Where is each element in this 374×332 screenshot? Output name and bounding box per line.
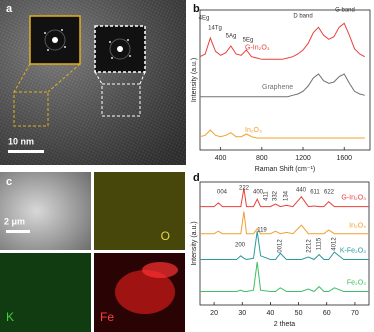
peak-annotation: 5Eg (243, 38, 254, 44)
peak-annotation: D band (293, 14, 312, 20)
peak-annotation: 134 (284, 190, 290, 201)
series-line (200, 231, 369, 261)
series-label: K-Fe₂O₃ (340, 247, 366, 254)
peak-annotation: 222 (239, 186, 250, 192)
peak-annotation: 400 (253, 190, 264, 196)
series-label: Fe₂O₃ (347, 279, 366, 286)
y-axis-title: Intensity (a.u.) (191, 58, 198, 102)
series-line (200, 188, 369, 208)
x-tick-label: 30 (238, 310, 246, 317)
map-label: O (161, 229, 170, 243)
x-axis-title: 2 theta (274, 321, 296, 328)
series-label: In₂O₃ (245, 127, 262, 134)
series-label: In₂O₃ (349, 223, 366, 230)
panel-label: d (193, 172, 200, 184)
x-tick-label: 400 (215, 155, 227, 162)
peak-annotation: G band (335, 8, 355, 14)
x-tick-label: 800 (256, 155, 268, 162)
series-line (200, 211, 369, 235)
series-label: Graphene (262, 84, 293, 91)
scale-bar-label: 10 nm (8, 136, 34, 146)
plot-frame (199, 181, 370, 306)
plot-frame (199, 9, 371, 151)
x-tick-label: 60 (323, 310, 331, 317)
map-label: K (6, 310, 14, 324)
x-tick-label: 1600 (336, 155, 352, 162)
peak-annotation: 440 (296, 188, 307, 194)
peak-annotation: 611 (310, 190, 320, 196)
peak-annotation: 411 (264, 191, 270, 201)
peak-annotation: 004 (217, 190, 228, 196)
peak-annotation: 119 (257, 228, 267, 234)
series-line (200, 73, 365, 98)
panel-label: a (6, 3, 13, 15)
eds-maps (0, 172, 185, 332)
y-axis-title: Intensity (a.u.) (191, 221, 198, 265)
series-line (200, 261, 369, 293)
x-tick-label: 40 (267, 310, 275, 317)
map-label: Fe (100, 310, 114, 324)
peak-annotation: 2212 (307, 239, 313, 253)
peak-annotation: 622 (324, 190, 335, 196)
x-tick-label: 50 (295, 310, 303, 317)
peak-annotation: 0012 (278, 239, 284, 253)
series-label: G-In₂O₃ (245, 45, 270, 52)
peak-annotation: 200 (235, 243, 246, 249)
x-axis-title: Raman Shift (cm⁻¹) (255, 166, 315, 173)
tem-image (0, 0, 186, 165)
panel-label: b (193, 3, 200, 15)
x-tick-label: 20 (210, 310, 218, 317)
peak-annotation: 5Ag (226, 34, 237, 40)
peak-annotation: 4012 (332, 237, 338, 251)
panel-label: c (6, 176, 12, 188)
peak-annotation: 1115 (317, 237, 323, 250)
peak-annotation: 14Tg (208, 26, 222, 32)
series-line (199, 129, 365, 139)
peak-annotation: 332 (273, 190, 279, 201)
series-line (199, 22, 366, 60)
x-tick-label: 70 (351, 310, 359, 317)
peak-annotation: 4Eg (199, 16, 210, 22)
x-tick-label: 1200 (295, 155, 311, 162)
scale-bar-label: 2 μm (4, 216, 25, 226)
series-label: G-In₂O₃ (341, 194, 366, 201)
